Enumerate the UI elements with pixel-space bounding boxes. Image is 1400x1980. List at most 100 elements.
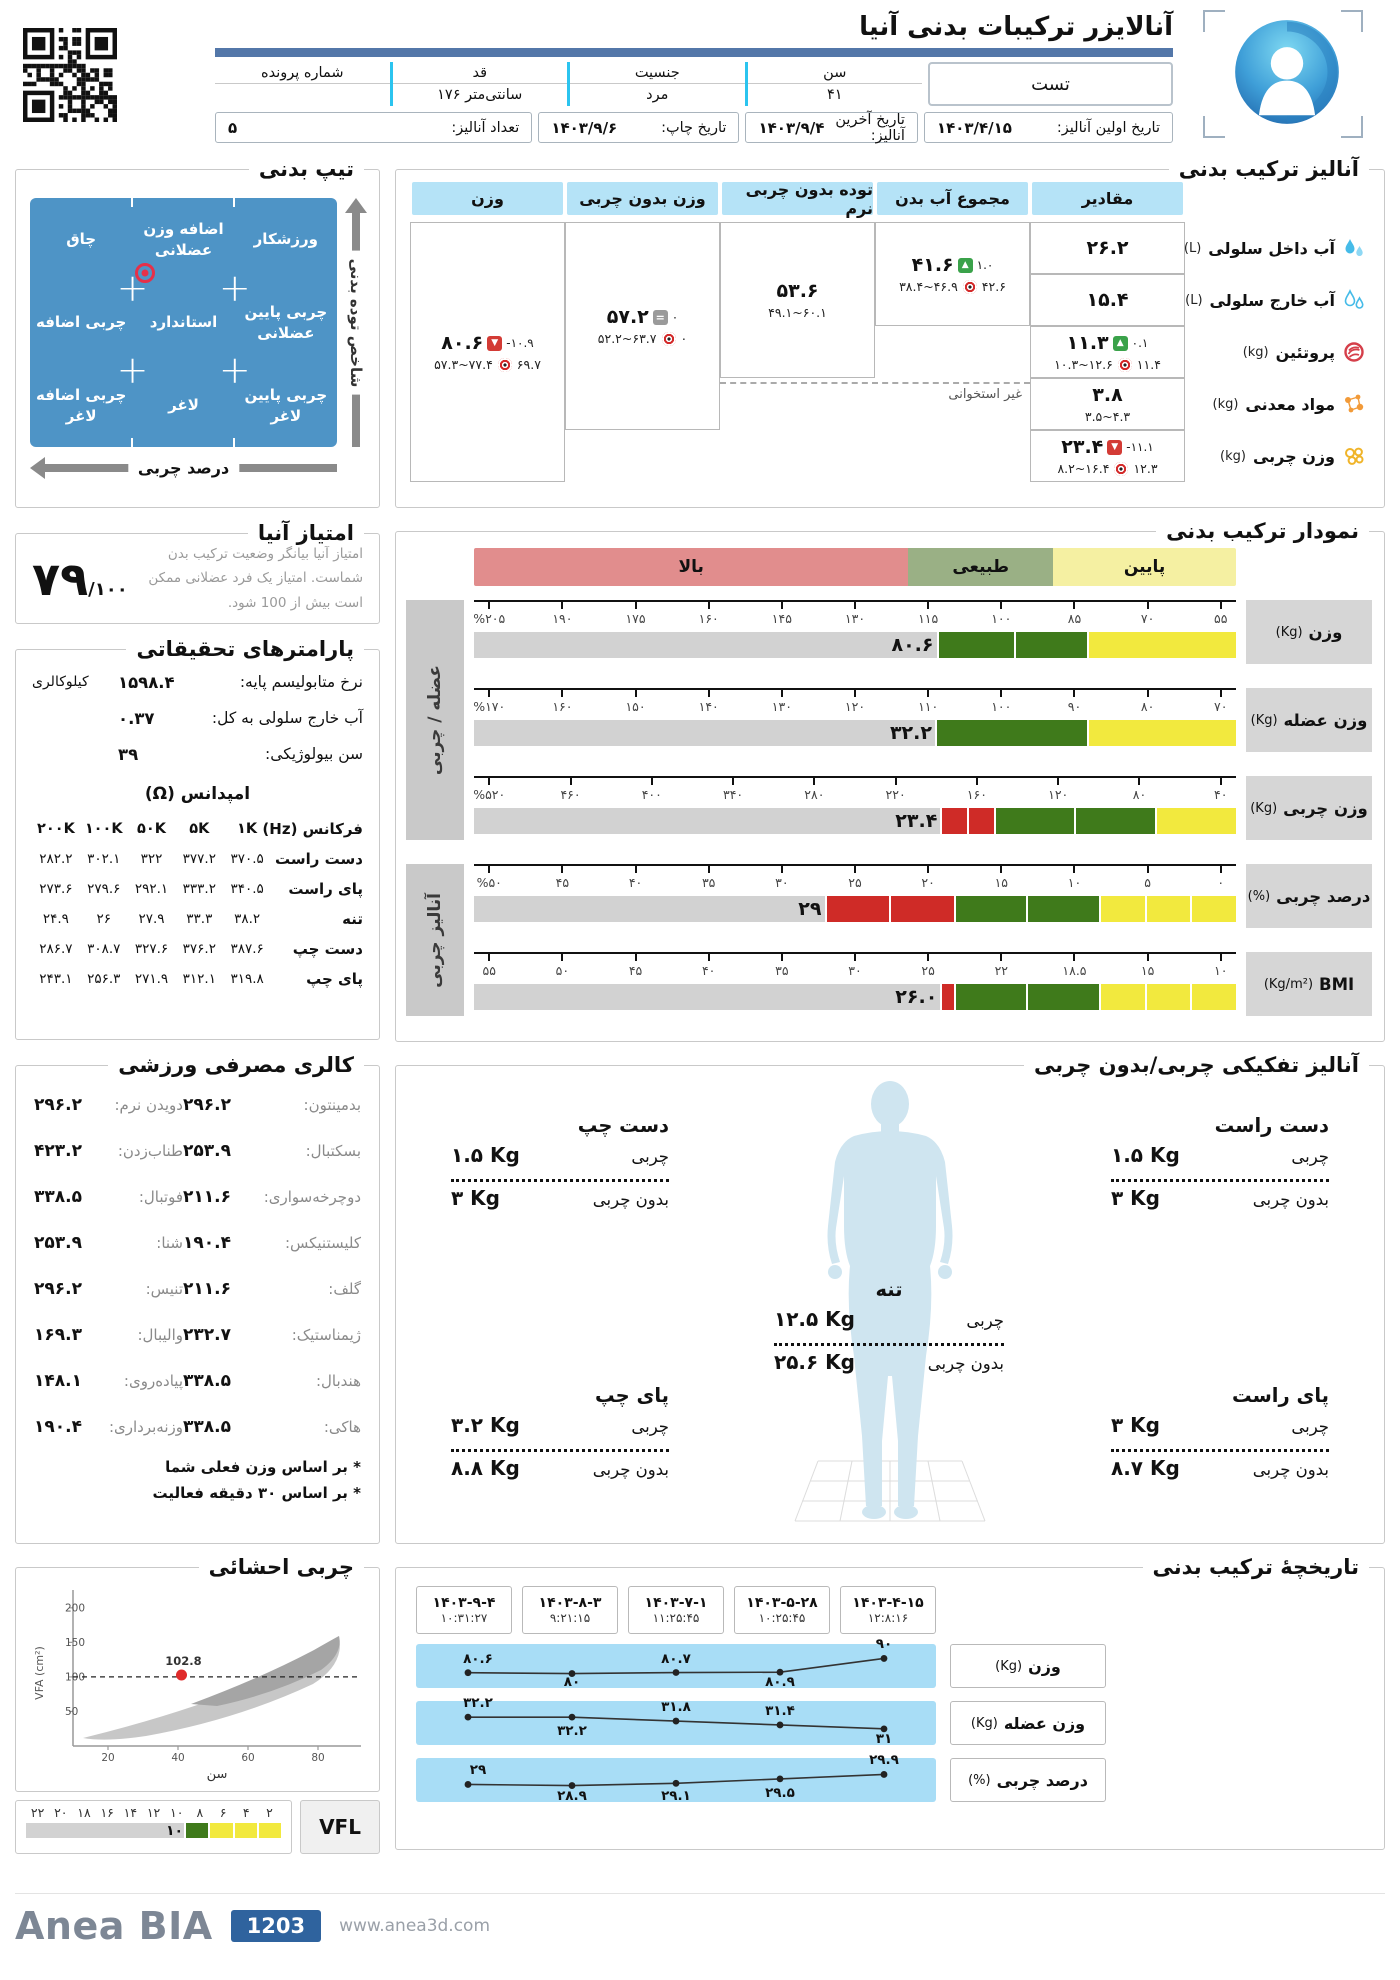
score-description: امتیاز آنیا بیانگر وضعیت ترکیب بدن شماست… [148, 546, 363, 611]
composition-chart-section: نمودار ترکیب بدنی وزن (Kg) وزن عضله (Kg) وزن… [395, 518, 1385, 1042]
weight-range: ۵۷.۳~۷۷.۴ [434, 357, 493, 372]
bar-value: ۲۶.۰ [895, 986, 938, 1008]
qr-code [23, 28, 117, 122]
impedance-value: ۳۳.۳ [186, 911, 213, 927]
decrease-badge-icon [1107, 439, 1123, 455]
segmental-section: آنالیز تفکیکی چربی/بدون چربی دست راست [395, 1052, 1385, 1544]
dotted-divider [451, 1179, 669, 1182]
row-label-minerals: مواد معدنی (kg) [1185, 378, 1370, 430]
history-dates: ۱۴۰۳-۹-۴ ۱۰:۳۱:۲۷ ۱۴۰۳-۸-۳ ۹:۲۱:۱۵ ۱۴۰۳-۷-۱ ۱… [416, 1586, 936, 1634]
tick-label: ۵۵ [1214, 611, 1228, 626]
field-gender-label: جنسیت [570, 62, 745, 84]
impedance-freq-col: ۱K [237, 821, 258, 837]
tick-mark [634, 690, 637, 697]
bmi-axis-label: شاخص توده بدنی [347, 250, 365, 395]
tick-label: ۲۲۰ [885, 787, 906, 802]
history-band: ۸۰.۶ ۸۰ ۸۰.۷ ۸۰.۹ ۹۰ [416, 1636, 936, 1690]
tick-label: ۷۰ [1214, 699, 1228, 714]
bar-segment [1144, 984, 1191, 1010]
report-header: آنالایزر ترکیبات بدنی آنیا تست سن ۴۱ جنس… [15, 8, 1385, 148]
bar-segment [1074, 808, 1156, 834]
first-analysis-date-label: تاریخ اولین آنالیز: [1056, 119, 1160, 136]
history-date: ۱۴۰۳-۹-۴ [432, 1595, 496, 1611]
field-fileno: شماره پرونده [215, 62, 390, 106]
chart-row-label: وزن عضله (Kg) [1246, 688, 1372, 752]
body-type-cell: چربی اضافه [36, 313, 127, 332]
tick-label: ۸۰ [1140, 699, 1155, 714]
right-arm-lean: ۳ Kg [1111, 1186, 1160, 1210]
trunk-title: تنه [875, 1278, 903, 1301]
icw-value: ۲۶.۲ [1086, 237, 1129, 259]
report-footer: Anea BIA 1203 www.anea3d.com [15, 1893, 1385, 1951]
tick-mark [927, 866, 930, 873]
sport-value: ۱۹۰.۴ [183, 1233, 231, 1253]
increase-badge-icon [957, 257, 973, 273]
bar-scale: ۵۵ ۵۰ ۴۵ ۴۰ ۳۵ ۳۰ ۲۵ ۲۲ ۱۸.۵ ۱۵ ۱۰ [474, 952, 1236, 984]
svg-text:150: 150 [65, 1637, 85, 1649]
impedance-value: ۲۹۲.۱ [134, 881, 169, 897]
tick-label: ۸۰ [1132, 787, 1147, 802]
tick-label: %۵۰ [476, 875, 502, 890]
target-icon [661, 331, 676, 346]
impedance-freq-col: ۲۰۰K [37, 821, 75, 837]
right-leg-fat: ۳ Kg [1111, 1413, 1160, 1437]
calories-title: کالری مصرفی ورزشی [108, 1052, 364, 1078]
bar-segment [993, 808, 1075, 834]
impedance-value: ۳۷۰.۵ [230, 851, 264, 867]
history-time: ۱۰:۲۵:۴۵ [758, 1611, 806, 1625]
tick-label: ۳۰ [848, 963, 862, 978]
bar-segment [1026, 896, 1099, 922]
row-label-ecw: آب خارج سلولی (L) [1185, 274, 1370, 326]
bar-segment [967, 808, 994, 834]
icw-value-cell: ۲۶.۲ [1030, 222, 1185, 274]
segment-left-leg: پای چپ چربی ۳.۲ Kg بدون چربی ۸.۸ Kg [451, 1384, 669, 1480]
history-point-label: ۲۹.۱ [661, 1788, 691, 1804]
tick-mark [1057, 778, 1060, 785]
tick-label: ۷۰ [1140, 611, 1155, 626]
tick-label: %۲۰۵ [473, 611, 506, 626]
tick-label: ۸۵ [1067, 611, 1082, 626]
weight-cell: ۸۰.۶ -۱۰.۹ ۵۷.۳~۷۷.۴ ۶۹.۷ [410, 222, 565, 482]
sport-value: ۱۶۹.۳ [34, 1325, 82, 1345]
composition-chart-box: وزن (Kg) وزن عضله (Kg) وزن چربی (Kg) درصد چربی… [395, 531, 1385, 1042]
tick-label: ۳۵ [775, 963, 789, 978]
vfl-scale-box: ۲۲ ۲۰ ۱۸ ۱۶ ۱۴ ۱۲ ۱۰ ۸ ۶ ۴ ۲ ۱۰ [15, 1800, 292, 1854]
last-analysis-date-value: ۱۴۰۳/۹/۴ [758, 118, 825, 137]
history-row-name: درصد چربی [996, 1770, 1088, 1790]
tick-label: ۴۵ [555, 875, 570, 890]
impedance-row: پای راست ۳۴۰.۵ ۳۳۳.۲ ۲۹۲.۱ ۲۷۹.۶ ۲۷۳.۶ [32, 874, 363, 904]
bio-age-value: ۳۹ [118, 744, 139, 764]
sport-label: دویدن نرم: [114, 1096, 183, 1114]
field-height: قد ۱۷۶ سانتی‌متر [389, 62, 567, 106]
impedance-freq-col: ۵۰K [137, 821, 166, 837]
trunk-lean: ۲۵.۶ Kg [774, 1350, 855, 1374]
tick-label: ۵۰ [555, 963, 570, 978]
tick-mark [707, 866, 710, 873]
svg-text:VFA (cm²): VFA (cm²) [33, 1646, 46, 1700]
slm-range: ۴۹.۱~۶۰.۱ [768, 305, 827, 320]
visceral-fat-box: 50 100 150 200 20 40 60 80 102.8 VFA (cm²) سن [15, 1567, 380, 1792]
fat-mass-target: ۱۲.۳ [1133, 461, 1158, 476]
tick-label: ۱۰۰ [991, 611, 1012, 626]
tick-mark [1073, 954, 1076, 961]
history-date: ۱۴۰۳-۸-۳ [538, 1595, 602, 1611]
minerals-value: ۳.۸ [1092, 384, 1123, 406]
sport-value: ۲۱۱.۶ [183, 1279, 231, 1299]
protein-target: ۱۱.۴ [1136, 357, 1161, 372]
calorie-row: کلیستنیکس: ۱۹۰.۴ شنا: ۲۵۳.۹ [34, 1220, 361, 1266]
calories-section: کالری مصرفی ورزشی بدمینتون: ۲۹۶.۲ دویدن نر… [15, 1052, 380, 1544]
segmental-box: دست راست چربی ۱.۵ Kg بدون چربی ۳ Kg دست چپ… [395, 1065, 1385, 1544]
patient-name: تست [928, 62, 1173, 106]
tick-label: ۲۵ [921, 963, 935, 978]
grid-tick [130, 198, 133, 207]
tick-mark [488, 602, 491, 609]
composition-chart-title: نمودار ترکیب بدنی [1156, 518, 1369, 544]
visceral-fat-title: چربی احشائی [198, 1554, 364, 1580]
chart-row: %۲۰۵ ۱۹۰ ۱۷۵ ۱۶۰ ۱۴۵ ۱۳۰ ۱۱۵ ۱۰۰ ۸۵ ۷۰ ۵۵ ۸۰.۶ [473, 600, 1236, 688]
history-time: ۱۲:۸:۱۶ [867, 1611, 909, 1625]
vfl-scale-number: ۴ [242, 1805, 250, 1820]
bar-segment [935, 720, 1088, 746]
non-osseous-note: غیر استخوانی [720, 382, 1030, 402]
ecw-ratio-row: آب خارج سلولی به کل: ۰.۳۷ [32, 700, 363, 736]
fat-mass-delta: -۱۱.۱ [1126, 440, 1154, 454]
